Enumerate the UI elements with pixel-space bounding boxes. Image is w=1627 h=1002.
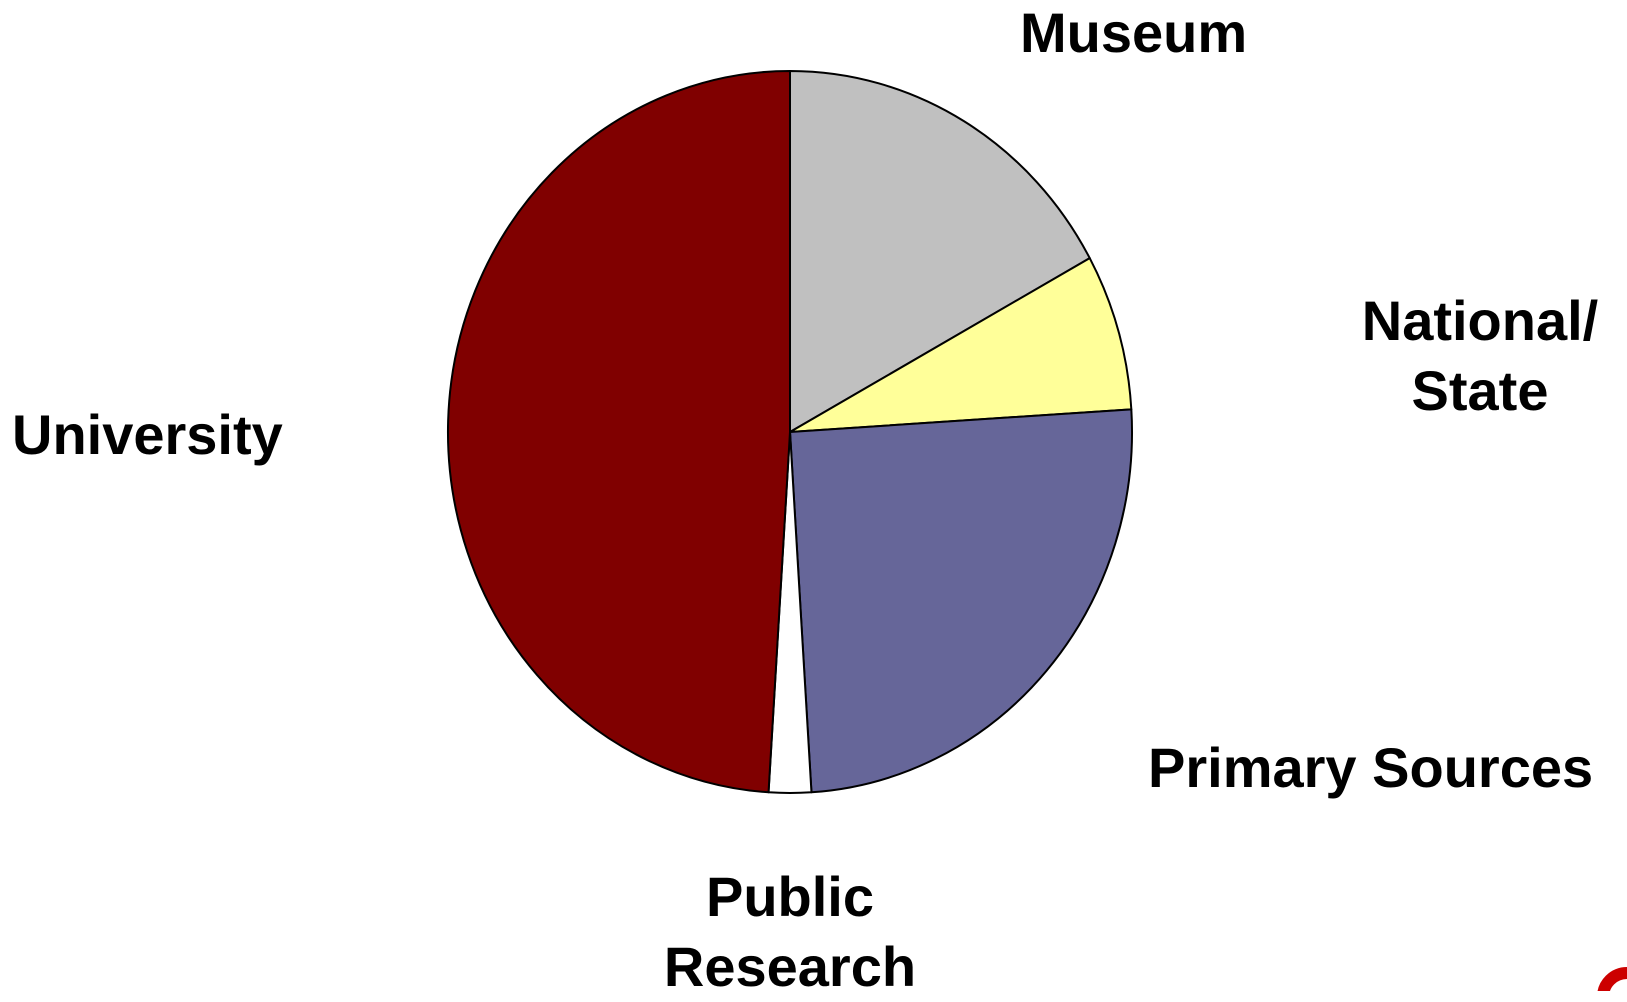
label-public-line-2: Research <box>663 935 917 998</box>
label-public-research: Public Research <box>640 862 940 1002</box>
logo-ring <box>1597 967 1627 991</box>
label-museum-line-1: Museum <box>1020 1 1248 64</box>
label-primary-sources: Primary Sources <box>1148 733 1593 803</box>
label-primary-line-1: Primary Sources <box>1148 736 1594 799</box>
pie-slice-university <box>446 70 791 794</box>
label-national-line-1: National/ <box>1361 289 1599 352</box>
label-public-line-1: Public <box>705 865 875 928</box>
label-national-line-2: State <box>1411 359 1549 422</box>
pie-slice-primary-sources <box>789 408 1133 794</box>
label-museum: Museum <box>1020 0 1247 68</box>
pie-slice-national-state <box>789 257 1133 433</box>
label-university: University <box>12 400 283 470</box>
pie-slice-museum <box>789 70 1091 433</box>
label-university-line-1: University <box>12 403 283 466</box>
red-circle-logo-icon <box>1593 963 1627 991</box>
pie-slices <box>446 70 1133 795</box>
label-national-state: National/ State <box>1350 286 1610 426</box>
